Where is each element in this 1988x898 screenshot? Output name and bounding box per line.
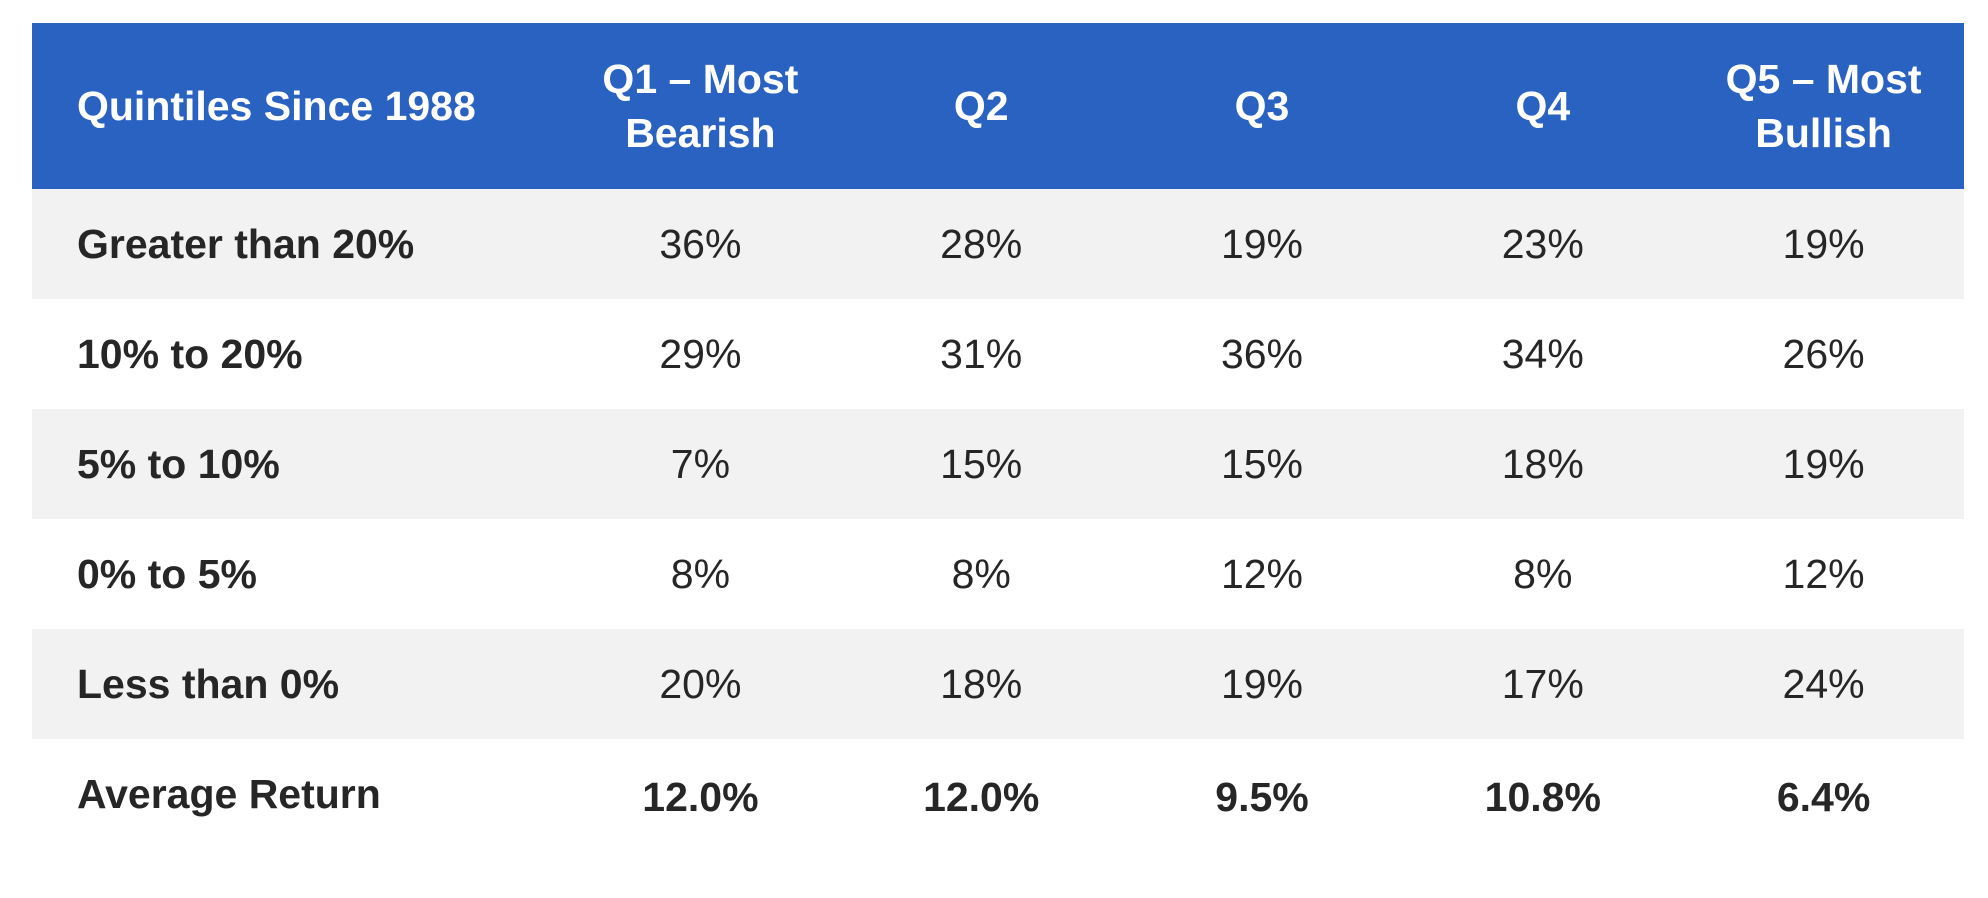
corner-header-cell: Quintiles Since 1988	[77, 83, 476, 129]
average-return-row: Average Return 12.0% 12.0% 9.5% 10.8% 6.…	[32, 739, 1964, 849]
table-cell: 19%	[1220, 660, 1304, 707]
table-row: 0% to 5% 8% 8% 12% 8% 12%	[32, 519, 1964, 629]
table-row: Greater than 20% 36% 28% 19% 23% 19%	[32, 189, 1964, 299]
column-header-q3: Q3	[1234, 83, 1290, 129]
table-cell: 34%	[1501, 330, 1584, 377]
row-label: Greater than 20%	[77, 220, 415, 267]
table-cell: 36%	[1220, 330, 1304, 377]
row-label: 0% to 5%	[77, 550, 257, 597]
column-header-q4: Q4	[1515, 83, 1571, 129]
table-cell: 20%	[659, 660, 742, 707]
table-cell: 7%	[670, 440, 731, 487]
average-return-cell: 12.0%	[923, 773, 1040, 820]
table-cell: 24%	[1782, 660, 1865, 707]
row-label: 5% to 10%	[77, 440, 280, 487]
average-return-cell: 10.8%	[1484, 773, 1601, 820]
table-cell: 18%	[940, 660, 1023, 707]
table-cell: 36%	[659, 220, 742, 267]
column-header-q2: Q2	[953, 83, 1009, 129]
table-cell: 15%	[1220, 440, 1304, 487]
quintile-returns-table: Quintiles Since 1988 Q1 – Most Bearish Q…	[32, 23, 1964, 849]
row-label: Less than 0%	[77, 660, 340, 707]
table-cell: 8%	[1513, 550, 1573, 597]
average-return-cell: 6.4%	[1776, 773, 1871, 820]
column-header-q1: Q1 – Most Bearish	[602, 56, 799, 156]
row-label: 10% to 20%	[77, 330, 303, 377]
table-cell: 15%	[940, 440, 1023, 487]
row-label: Average Return	[77, 770, 381, 817]
table-cell: 28%	[940, 220, 1023, 267]
table-cell: 8%	[670, 550, 731, 597]
table-cell: 19%	[1220, 220, 1304, 267]
table-row: 5% to 10% 7% 15% 15% 18% 19%	[32, 409, 1964, 519]
table-cell: 19%	[1782, 440, 1865, 487]
table-row: 10% to 20% 29% 31% 36% 34% 26%	[32, 299, 1964, 409]
table-cell: 23%	[1501, 220, 1584, 267]
table-cell: 8%	[951, 550, 1011, 597]
table-cell: 17%	[1501, 660, 1584, 707]
column-header-q5: Q5 – Most Bullish	[1725, 56, 1922, 156]
table-cell: 19%	[1782, 220, 1865, 267]
table-cell: 26%	[1782, 330, 1865, 377]
header-row: Quintiles Since 1988 Q1 – Most Bearish Q…	[32, 23, 1964, 189]
table-cell: 29%	[659, 330, 742, 377]
average-return-cell: 12.0%	[642, 773, 759, 820]
table-cell: 12%	[1782, 550, 1865, 597]
table-cell: 31%	[940, 330, 1023, 377]
average-return-cell: 9.5%	[1215, 773, 1309, 820]
table-cell: 12%	[1220, 550, 1304, 597]
table-row: Less than 0% 20% 18% 19% 17% 24%	[32, 629, 1964, 739]
table-cell: 18%	[1501, 440, 1584, 487]
